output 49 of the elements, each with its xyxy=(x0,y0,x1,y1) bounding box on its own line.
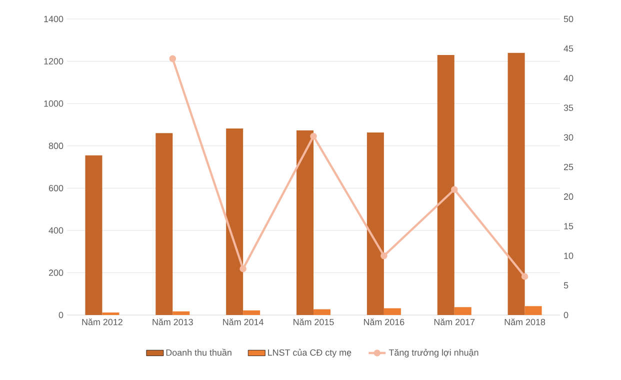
bar xyxy=(454,307,472,315)
point xyxy=(240,265,246,272)
bar xyxy=(85,155,102,315)
y2-tick-label: 45 xyxy=(564,45,574,52)
y2-tick-label: 15 xyxy=(564,223,574,230)
y2-tick-label: 30 xyxy=(564,134,574,141)
point xyxy=(169,55,176,62)
bar xyxy=(172,311,190,315)
point xyxy=(380,252,388,260)
y-tick-label: 1400 xyxy=(44,16,64,22)
bar xyxy=(508,52,525,315)
bar xyxy=(524,306,542,315)
y2-tick-label: 0 xyxy=(564,312,568,318)
y2-tick-label: 5 xyxy=(564,282,568,289)
point xyxy=(450,186,458,193)
y-tick-label: 0 xyxy=(58,312,64,318)
y-tick-label: 1200 xyxy=(44,58,64,64)
y2-tick-label: 25 xyxy=(564,164,574,170)
bar xyxy=(243,310,260,315)
y-tick-label: 1000 xyxy=(44,100,64,107)
legend-label: LNST của CĐ cty mẹ xyxy=(268,348,352,358)
bar xyxy=(366,132,384,315)
bar xyxy=(102,312,120,315)
y-tick-label: 400 xyxy=(48,227,64,234)
x-tick-label: Năm 2014 xyxy=(223,318,264,326)
y-tick-label: 200 xyxy=(48,270,64,276)
legend-label: Doanh thu thuần xyxy=(166,348,232,356)
x-tick-label: Năm 2017 xyxy=(434,318,475,326)
x-tick-label: Năm 2016 xyxy=(364,318,404,326)
bar xyxy=(384,308,401,315)
point xyxy=(521,273,528,280)
point xyxy=(310,132,317,140)
y2-tick-label: 20 xyxy=(564,193,574,200)
bar xyxy=(156,133,173,315)
y-tick-label: 600 xyxy=(48,184,64,192)
bar xyxy=(437,54,454,315)
y2-tick-label: 35 xyxy=(564,104,574,111)
x-tick-label: Năm 2013 xyxy=(152,318,193,326)
x-tick-label: Năm 2012 xyxy=(82,318,122,326)
legend-label: Tăng trưởng lợi nhuận xyxy=(388,348,478,358)
x-tick-label: Năm 2015 xyxy=(294,318,334,326)
bar xyxy=(314,309,331,315)
y-tick-label: 800 xyxy=(48,142,64,150)
x-tick-label: Năm 2018 xyxy=(504,318,546,326)
y2-tick-label: 40 xyxy=(564,75,574,82)
y2-tick-label: 10 xyxy=(564,252,574,259)
bar xyxy=(226,128,244,315)
y2-tick-label: 50 xyxy=(564,16,574,22)
bar xyxy=(296,130,314,315)
